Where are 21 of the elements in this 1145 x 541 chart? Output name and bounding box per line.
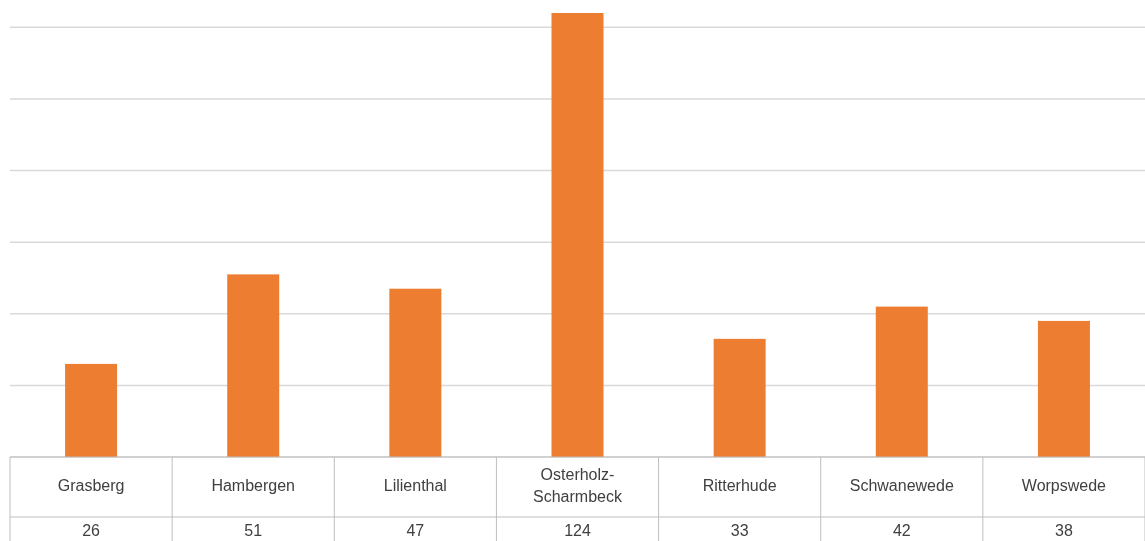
x-tick-label: Hambergen xyxy=(211,477,296,495)
bar xyxy=(389,288,442,457)
x-tick-label: Lilienthal xyxy=(383,477,447,495)
bar xyxy=(713,338,766,457)
bar xyxy=(1037,320,1090,457)
bar xyxy=(227,274,280,457)
data-label: 38 xyxy=(1055,522,1073,539)
data-label: 47 xyxy=(406,522,425,539)
bar xyxy=(551,13,604,457)
x-tick-label: Schwanewede xyxy=(849,477,954,495)
data-label: 51 xyxy=(244,522,263,539)
data-label: 42 xyxy=(892,522,911,539)
data-label: 26 xyxy=(82,522,101,539)
bar xyxy=(875,306,928,457)
bar xyxy=(65,363,118,457)
data-label: 124 xyxy=(564,522,591,539)
x-tick-label: Grasberg xyxy=(57,477,125,495)
x-tick-label: Osterholz-Scharmbeck xyxy=(533,466,623,506)
data-label: 33 xyxy=(730,522,749,539)
x-tick-label: Worpswede xyxy=(1021,477,1107,495)
x-tick-label: Ritterhude xyxy=(702,477,777,495)
